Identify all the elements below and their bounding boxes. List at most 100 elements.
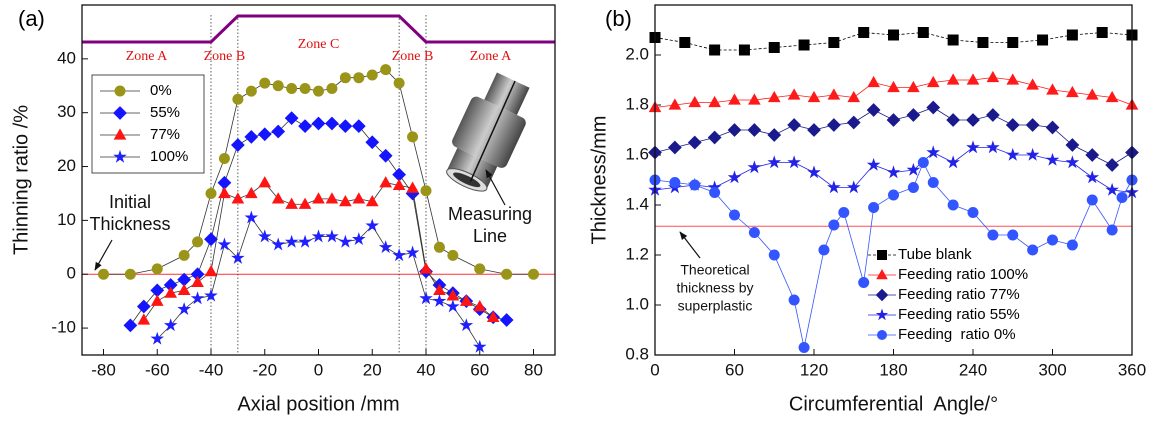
x-axis-label: Circumferential Angle/° [789, 393, 998, 415]
y-tick-label: 1.6 [625, 144, 649, 163]
marker [271, 237, 285, 251]
marker [339, 194, 352, 207]
marker [868, 202, 880, 213]
marker [877, 330, 887, 340]
annotation: Thickness [89, 214, 170, 234]
annotation: thickness by [676, 280, 753, 296]
legend-label: Feeding ratio 55% [898, 306, 1020, 323]
marker [352, 192, 366, 204]
marker [1005, 118, 1020, 132]
marker [917, 157, 929, 168]
marker [366, 69, 378, 81]
y-tick-label: 40 [57, 48, 76, 67]
marker [351, 119, 366, 134]
marker [876, 269, 888, 280]
marker [688, 95, 702, 108]
marker [325, 116, 339, 131]
panel-label: (a) [18, 6, 45, 31]
marker [888, 189, 899, 201]
marker [113, 149, 127, 163]
zone-label: Zone B [204, 49, 246, 64]
marker [433, 241, 445, 253]
marker [1046, 83, 1059, 95]
marker [405, 245, 420, 259]
marker [163, 318, 178, 332]
marker [977, 37, 989, 48]
marker [787, 118, 801, 132]
marker [501, 268, 513, 280]
marker [298, 197, 312, 209]
marker [1006, 73, 1020, 85]
y-tick-label: 1.8 [625, 94, 649, 113]
marker [459, 294, 473, 306]
y-tick-label: 10 [57, 210, 76, 229]
marker [1045, 152, 1060, 166]
marker [747, 123, 762, 137]
marker [392, 248, 406, 262]
zone-label: Zone A [126, 49, 168, 64]
x-tick-label: 60 [470, 360, 489, 379]
marker [748, 93, 761, 105]
y-axis-label: Thickness/mm [588, 116, 610, 245]
marker [365, 218, 380, 232]
marker [231, 250, 245, 264]
marker [284, 234, 299, 248]
marker [886, 165, 901, 179]
legend-label: Tube blank [898, 246, 972, 263]
x-tick-label: 360 [1118, 360, 1146, 379]
marker [787, 88, 801, 100]
marker [827, 88, 841, 100]
y-tick-label: -10 [51, 318, 76, 337]
marker [459, 318, 474, 332]
marker [218, 186, 231, 199]
x-tick-label: -60 [145, 360, 170, 379]
marker [150, 283, 165, 298]
annotation: Line [473, 226, 507, 246]
marker [1066, 239, 1078, 251]
marker [312, 192, 325, 204]
marker [787, 155, 801, 169]
marker [887, 80, 900, 93]
marker [298, 119, 312, 134]
marker [446, 299, 460, 313]
marker [244, 130, 259, 144]
x-tick-label: 80 [524, 360, 543, 379]
marker [365, 194, 379, 207]
marker [311, 229, 326, 243]
legend-label: 100% [150, 148, 188, 165]
marker [1065, 155, 1080, 169]
marker [1007, 229, 1019, 241]
marker [433, 283, 446, 296]
marker [232, 93, 244, 105]
marker [432, 294, 447, 307]
marker [987, 229, 999, 241]
marker [1106, 224, 1118, 236]
panel-label: (b) [605, 6, 632, 31]
marker [204, 232, 218, 247]
marker [838, 207, 850, 218]
marker [798, 342, 810, 353]
marker [847, 90, 861, 103]
y-axis-label: Thinning ratio /% [10, 105, 32, 255]
marker [244, 186, 258, 199]
marker [708, 95, 721, 108]
x-tick-label: 60 [725, 360, 744, 379]
marker [177, 302, 191, 316]
marker [446, 289, 460, 301]
marker [177, 283, 191, 296]
marker [1085, 88, 1099, 100]
marker [419, 262, 433, 274]
marker [325, 192, 339, 204]
marker [244, 210, 259, 224]
marker [926, 75, 940, 88]
marker [406, 181, 419, 193]
marker [1045, 120, 1060, 135]
legend-label: Feeding ratio 0% [898, 326, 1016, 343]
y-tick-label: 2.0 [625, 44, 649, 63]
marker [1037, 34, 1049, 46]
y-tick-label: 1.0 [625, 294, 649, 313]
marker [163, 278, 178, 292]
marker [727, 123, 742, 137]
marker [113, 128, 127, 140]
